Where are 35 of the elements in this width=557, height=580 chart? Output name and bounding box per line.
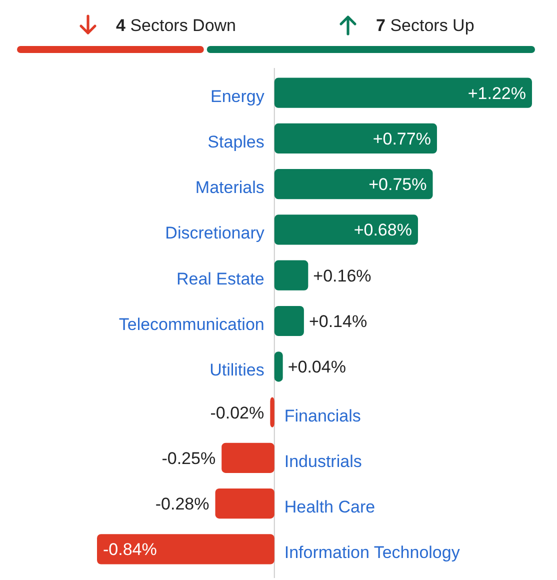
data-label: +0.75%	[368, 175, 427, 194]
y-tick-label: Discretionary	[165, 224, 265, 243]
bar	[97, 534, 274, 564]
y-tick-label: Materials	[195, 178, 264, 198]
bar	[274, 169, 433, 200]
data-label: +0.16%	[313, 266, 372, 286]
bar	[274, 352, 283, 382]
data-label: +0.68%	[354, 220, 412, 240]
y-tick-label: Telecommunication	[118, 315, 264, 334]
bar	[274, 306, 304, 336]
y-tick-label: Health Care	[284, 498, 376, 517]
y-tick-label: Information Technology	[284, 543, 460, 562]
y-tick-label: Utilities	[210, 360, 264, 380]
data-label: -0.02%	[210, 403, 264, 422]
bar	[215, 488, 274, 519]
bar	[274, 260, 308, 290]
bar	[274, 214, 418, 245]
data-label: -0.28%	[155, 494, 210, 514]
y-tick-label: Real Estate	[176, 269, 264, 288]
y-tick-label: Energy	[210, 86, 265, 106]
y-tick-label: Staples	[208, 132, 264, 152]
y-tick-label: Industrials	[284, 452, 362, 471]
bar	[222, 442, 274, 473]
text: 4 Sectors Down	[116, 16, 236, 35]
data-label: +0.77%	[372, 129, 431, 148]
data-label: +0.04%	[288, 358, 346, 377]
bar	[274, 78, 532, 108]
data-label: -0.25%	[162, 448, 216, 468]
data-label: +0.14%	[308, 312, 368, 331]
data-label: -0.84%	[103, 540, 157, 560]
text: 7 Sectors Up	[376, 16, 474, 35]
y-tick-label: Financials	[284, 406, 361, 426]
bar	[274, 123, 437, 154]
data-label: +1.22%	[468, 84, 526, 103]
bar	[270, 397, 274, 428]
